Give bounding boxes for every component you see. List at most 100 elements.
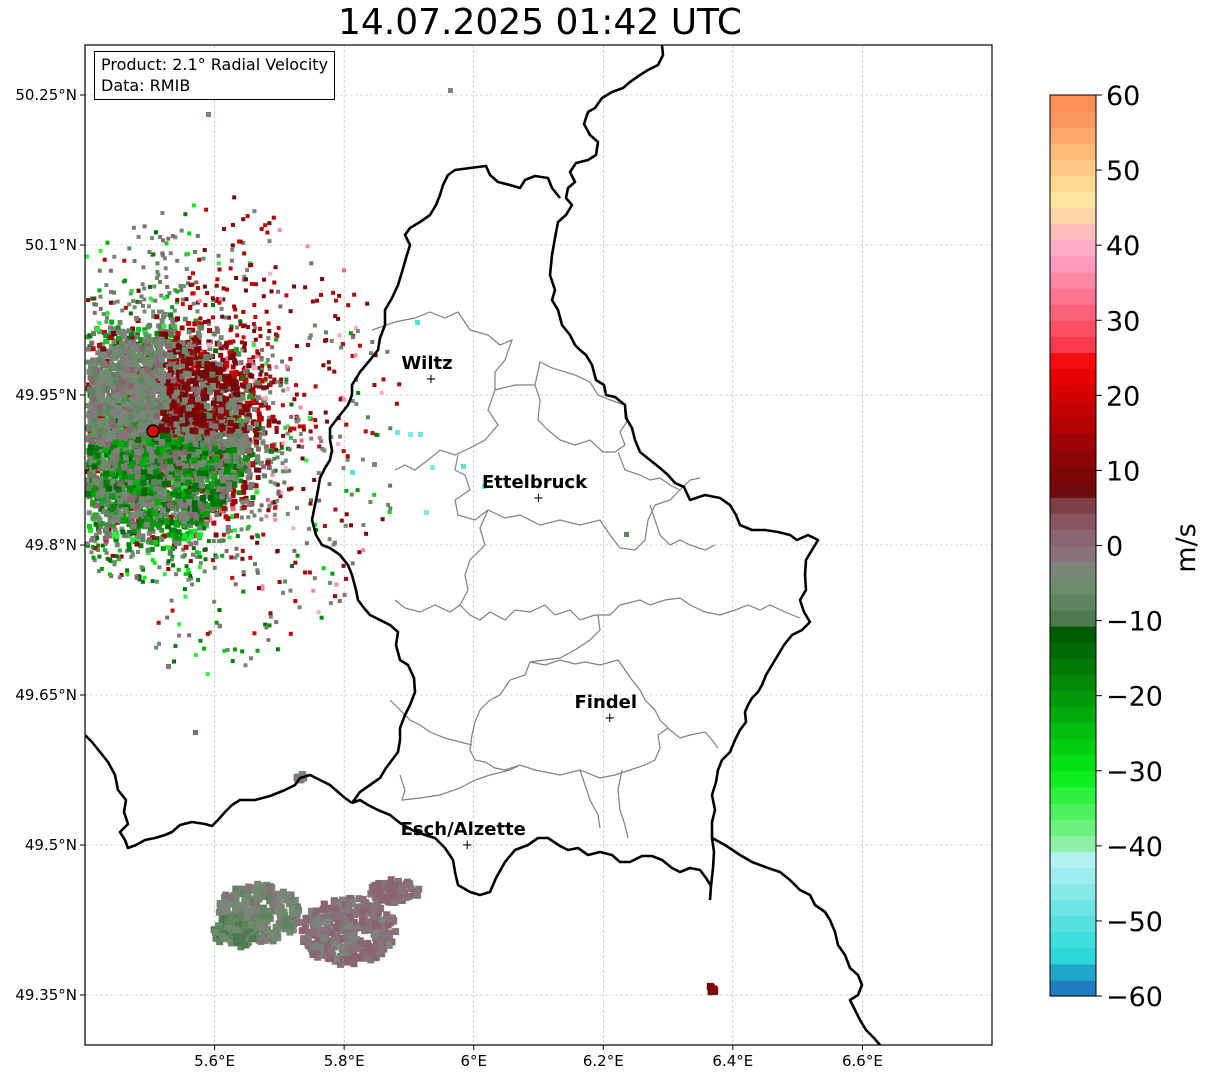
echo-cell [300,444,305,449]
echo-cell [197,525,203,531]
echo-cell [180,302,185,307]
echo-cell [164,492,171,499]
echo-cell [88,439,95,446]
echo-cell [196,356,202,362]
echo-cell [129,399,136,406]
echo-cell [147,537,152,543]
echo-cell [105,315,109,320]
echo-cell [263,622,268,627]
echo-cell [201,455,208,462]
echo-cell [274,365,279,370]
echo-cell [142,309,147,314]
echo-cell [139,432,146,439]
echo-cell [332,369,337,374]
echo-cell [111,532,117,537]
echo-cell [135,436,142,443]
echo-cell [106,381,112,387]
echo-cell [91,431,98,437]
echo-cell [210,407,216,413]
echo-cell [163,403,170,410]
echo-cell [224,548,229,553]
echo-cell [355,329,360,334]
echo-cell [124,338,130,344]
echo-cell [319,615,324,620]
echo-cell [268,271,273,276]
echo-cell [357,343,362,348]
echo-cell [148,539,154,545]
echo-cell [154,230,158,235]
echo-cell [90,544,95,549]
echo-cell [350,470,355,475]
echo-cell [213,461,220,467]
echo-cell [277,227,282,232]
echo-cell [115,397,122,403]
echo-cell [202,422,209,429]
echo-cell [216,261,221,266]
echo-cell [244,441,251,448]
echo-cell [214,480,221,487]
echo-cell [264,448,270,453]
echo-cell [122,258,127,263]
echo-cell [109,384,116,391]
echo-cell [245,475,251,481]
echo-cell [206,342,212,348]
echo-cell [93,532,99,538]
echo-cell [118,501,125,508]
echo-cell [85,543,90,548]
echo-cell [178,491,185,498]
echo-cell [241,489,247,495]
echo-cell [255,349,260,354]
echo-cell [219,493,226,500]
echo-cell [146,446,153,453]
echo-cell [159,447,166,454]
echo-cell [103,397,110,404]
echo-cell [214,620,219,625]
echo-cell [379,390,384,395]
echo-cell [227,427,234,434]
echo-cell [265,460,271,466]
echo-cell [237,239,241,244]
echo-cell [169,403,176,409]
echo-cell [279,490,284,495]
echo-cell [174,475,181,482]
echo-cell [117,440,124,447]
echo-cell [230,514,236,519]
echo-cell [135,521,142,528]
echo-cell [196,385,203,392]
echo-cell [123,305,128,310]
echo-cell [188,533,194,539]
echo-cell [230,380,237,387]
echo-cell [354,402,359,406]
echo-cell [152,469,159,476]
echo-cell [288,426,293,431]
echo-cell [173,533,179,539]
echo-cell [338,434,343,439]
echo-cell [173,235,178,240]
echo-cell [101,543,105,548]
echo-cell [130,339,136,346]
echo-cell [132,442,139,449]
echo-cell [114,340,120,345]
echo-cell [121,441,128,448]
echo-cell [201,256,206,261]
echo-cell [150,528,156,534]
echo-cell [102,447,109,454]
echo-cell [202,369,209,376]
echo-cell [97,347,103,353]
echo-cell [241,324,246,329]
echo-cell [161,323,167,329]
echo-cell [203,353,210,360]
echo-cell [313,418,318,423]
echo-cell [159,318,165,324]
echo-cell [329,338,334,343]
echo-cell [91,486,98,493]
echo-cell [304,541,309,546]
echo-cell [127,354,134,361]
echo-cell [90,535,95,540]
echo-cell [209,371,216,378]
echo-cell [292,397,297,402]
echo-cell [241,572,246,577]
echo-cell [216,297,221,301]
echo-cell [119,430,125,437]
echo-cell [103,470,110,477]
